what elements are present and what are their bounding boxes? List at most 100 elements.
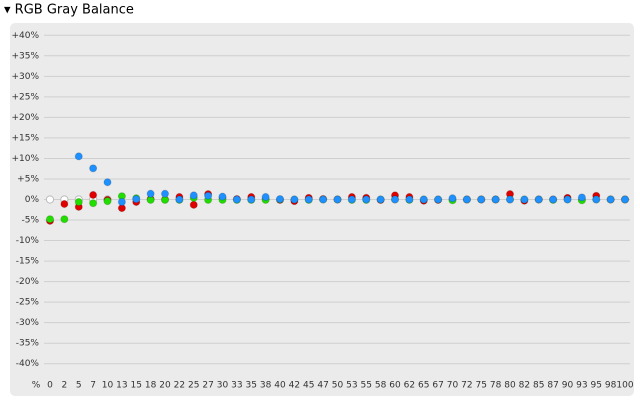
data-point [60,215,69,224]
data-point [376,195,385,204]
data-point [520,195,529,204]
data-point [319,195,328,204]
x-tick-label: 35 [246,381,257,391]
data-point [189,191,198,200]
x-tick-label: 47 [317,381,328,391]
data-point [103,197,112,206]
data-point [405,195,414,204]
x-tick-label: 75 [476,381,487,391]
data-point [477,195,486,204]
data-point [592,195,601,204]
data-point [362,195,371,204]
data-point [577,193,586,202]
x-tick-label: 100 [616,381,633,391]
data-point [462,195,471,204]
y-tick-label: +30% [11,72,39,82]
x-tick-label: 45 [303,381,314,391]
x-tick-label: 70 [447,381,459,391]
data-point [160,189,170,198]
x-tick-label: 95 [591,381,602,391]
x-tick-label: 67 [432,381,443,391]
data-point [89,164,98,173]
x-tick-label: 82 [519,381,530,391]
y-tick-label: -15% [16,257,40,267]
data-point [247,195,256,204]
y-tick-label: +20% [11,113,39,123]
y-tick-label: +5% [17,174,39,184]
x-tick-label: 22 [174,381,185,391]
y-tick-label: +15% [11,133,39,143]
data-point [204,191,213,200]
y-tick-label: -30% [16,318,40,328]
x-tick-label: 5 [76,381,82,391]
data-point [89,190,98,200]
plot-panel [10,23,634,396]
data-point [74,152,83,161]
x-tick-label: 53 [346,381,357,391]
data-point [534,195,543,204]
x-tick-label: 38 [260,381,272,391]
data-point [390,195,400,204]
y-tick-label: -5% [21,216,39,226]
x-tick-label: 13 [116,381,127,391]
x-tick-label: 33 [231,381,242,391]
x-tick-label: 27 [202,381,213,391]
x-axis-label: % [32,381,41,391]
data-point [175,195,184,204]
x-tick-label: 20 [159,381,171,391]
data-point [189,200,198,209]
data-point [347,195,356,204]
data-point [146,189,155,198]
data-point [563,195,572,204]
y-tick-label: -35% [16,339,40,349]
data-point [218,192,227,201]
data-point [45,195,55,204]
data-point [606,195,615,204]
x-tick-label: 40 [274,381,286,391]
y-tick-label: -25% [16,298,40,308]
data-point [275,194,285,204]
y-tick-label: -10% [16,236,40,246]
x-tick-label: 58 [375,381,387,391]
y-tick-label: +40% [11,31,39,41]
y-tick-label: +25% [11,92,39,102]
x-tick-label: 7 [90,381,96,391]
x-tick-label: 85 [533,381,544,391]
y-tick-label: -20% [16,277,40,287]
x-tick-label: 0 [47,381,53,391]
x-tick-label: 42 [289,381,300,391]
x-tick-label: 72 [461,381,472,391]
x-tick-label: 62 [404,381,415,391]
data-point [117,197,126,207]
x-tick-label: 2 [62,381,68,391]
data-point [45,215,55,224]
data-point [620,195,630,204]
data-point [434,195,443,204]
data-point [103,178,112,187]
x-tick-label: 98 [605,381,617,391]
data-point [89,199,98,208]
data-point [261,192,270,202]
data-point [419,195,428,204]
x-tick-label: 50 [332,381,344,391]
x-tick-label: 87 [547,381,558,391]
x-tick-label: 80 [504,381,516,391]
y-tick-label: -40% [16,359,40,369]
data-point [74,197,83,207]
chart-title: ▾ RGB Gray Balance [4,3,134,18]
x-tick-label: 18 [145,381,157,391]
x-tick-label: 60 [389,381,401,391]
data-point [60,199,69,209]
data-point [290,195,299,204]
x-tick-label: 25 [188,381,199,391]
data-point [232,195,241,204]
x-tick-label: 10 [102,381,114,391]
x-tick-label: 65 [418,381,429,391]
x-tick-label: 55 [361,381,372,391]
data-point [333,195,342,204]
x-tick-label: 78 [490,381,502,391]
data-point [549,195,558,204]
data-point [505,195,515,204]
x-tick-label: 30 [217,381,229,391]
x-tick-label: 15 [131,381,142,391]
